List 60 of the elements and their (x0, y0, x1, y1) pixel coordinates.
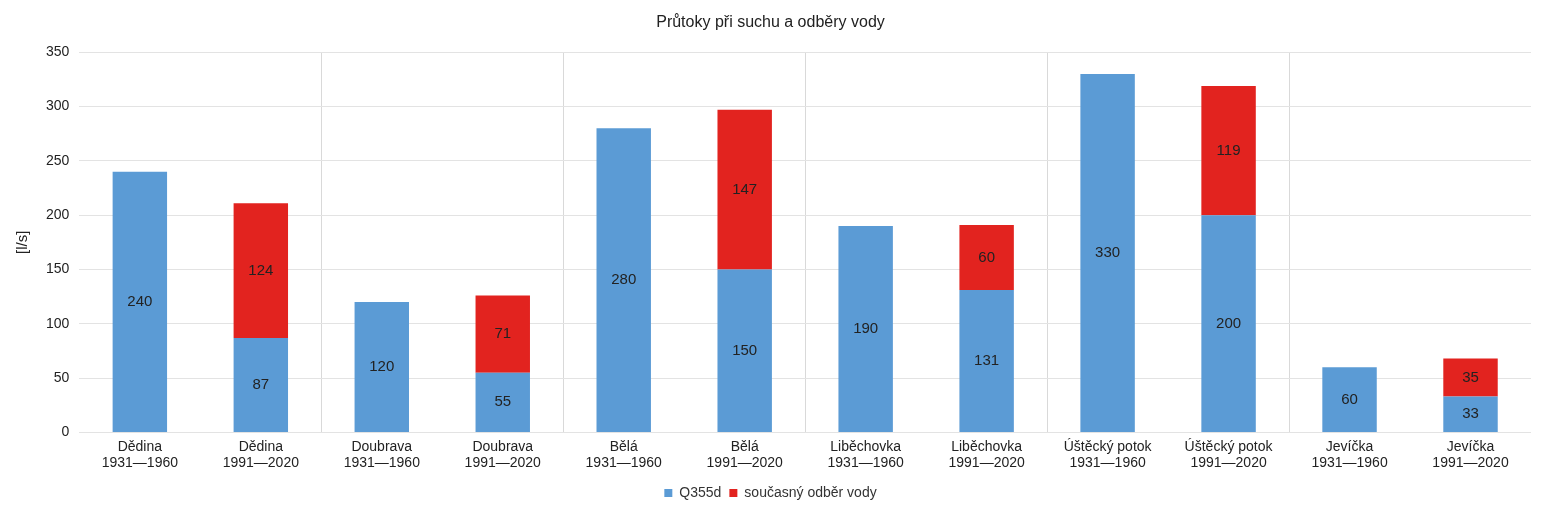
y-tick-label: 350 (46, 43, 70, 60)
data-label: 190 (853, 319, 879, 337)
y-tick-label: 150 (46, 260, 70, 277)
data-label: 71 (494, 324, 512, 342)
y-tick-label: 300 (46, 97, 70, 114)
bar (475, 295, 530, 373)
bar (1201, 85, 1256, 216)
x-tick-label: Bělá 1991—2020 (706, 437, 784, 471)
y-tick-label: 100 (46, 314, 70, 331)
x-tick-label: Bělá 1931—1960 (585, 437, 663, 471)
legend-label: současný odběr vody (744, 483, 877, 500)
data-label: 119 (1216, 140, 1241, 158)
bar (1443, 396, 1498, 432)
data-label: 147 (732, 179, 758, 197)
data-label: 240 (127, 291, 153, 309)
y-tick-label: 0 (61, 423, 70, 440)
x-tick-label: Doubrava 1991—2020 (464, 437, 542, 471)
bar (959, 290, 1014, 432)
x-tick-label: Jevíčka 1931—1960 (1311, 437, 1388, 471)
bar (233, 203, 289, 338)
y-tick-label: 250 (46, 151, 70, 168)
bar (717, 109, 772, 270)
bar (1322, 367, 1377, 432)
bar (838, 226, 893, 432)
bar (354, 302, 409, 432)
data-label: 131 (974, 351, 1000, 369)
bar (1443, 358, 1498, 397)
x-tick-label: Doubrava 1931—1960 (343, 437, 421, 471)
x-tick-label: Jevíčka 1991—2020 (1432, 437, 1509, 471)
data-label: 33 (1462, 404, 1479, 422)
bar (1080, 73, 1135, 432)
data-label: 55 (494, 392, 512, 410)
bar (112, 171, 168, 432)
data-label: 35 (1462, 367, 1479, 385)
data-label: 60 (1341, 389, 1358, 407)
x-tick-label: Úštěcký potok 1931—1960 (1063, 437, 1153, 471)
data-label: 280 (611, 270, 637, 288)
data-label: 124 (248, 260, 274, 278)
bar (475, 372, 530, 432)
y-axis-title: [l/s] (13, 230, 31, 254)
bar (596, 128, 651, 432)
x-tick-label: Liběchovka 1931—1960 (827, 437, 905, 471)
bar (1201, 215, 1256, 432)
legend-label: Q355d (679, 483, 722, 500)
x-tick-label: Úštěcký potok 1991—2020 (1184, 437, 1274, 471)
x-tick-label: Liběchovka 1991—2020 (948, 437, 1025, 471)
bar (959, 224, 1014, 291)
y-tick-label: 200 (46, 206, 70, 222)
chart-title: Průtoky při suchu a odběry vody (656, 13, 885, 31)
data-label: 60 (978, 247, 995, 265)
data-label: 200 (1216, 313, 1242, 331)
x-tick-label: Dědina 1991—2020 (222, 437, 300, 471)
data-label: 330 (1095, 243, 1121, 261)
data-label: 87 (252, 375, 270, 393)
data-label: 150 (732, 340, 758, 358)
y-tick-label: 50 (53, 368, 70, 385)
x-tick-label: Dědina 1931—1960 (101, 437, 179, 471)
data-label: 120 (369, 357, 395, 375)
bar (717, 269, 772, 432)
bar (233, 337, 289, 432)
